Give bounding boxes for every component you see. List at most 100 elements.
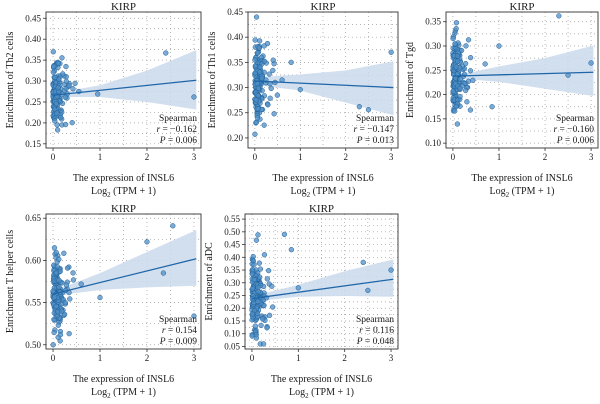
chart-panel-5: KIRP 0 1 2 3 0.05 0.10 0.15 0.20 0.25 0.30 0.35 0.40… (204, 203, 399, 400)
stat-p-symbol: P (556, 136, 563, 146)
y-tick-label: 0.65 (25, 213, 41, 223)
x-tick-label: 0 (250, 353, 255, 363)
data-point (388, 267, 394, 273)
stat-p-value: 0.006 (573, 136, 595, 146)
stat-r: r = 0.154 (162, 326, 197, 336)
y-axis-label: Enrichment of aDC (204, 242, 215, 321)
data-point (482, 61, 488, 67)
data-point (50, 69, 56, 75)
data-point (63, 63, 69, 70)
x-tick-label: 0 (51, 152, 56, 162)
data-point (271, 111, 277, 117)
data-point (252, 323, 258, 329)
data-point (258, 322, 264, 329)
plot-frame (445, 11, 599, 149)
data-point (54, 127, 61, 133)
x-axis-unit-rest: (TPM + 1) (309, 387, 354, 398)
data-point (66, 331, 72, 337)
regression-line (52, 258, 197, 295)
x-axis-unit-label: Log2 (TPM + 1) (291, 186, 356, 199)
y-tick-label: 0.45 (224, 240, 240, 250)
stat-p-eq: = (166, 136, 176, 146)
data-point (265, 102, 271, 108)
data-point (52, 294, 58, 300)
data-point (51, 245, 58, 251)
y-axis-label: Enrichment of Th2 cells (5, 32, 16, 129)
x-tick-label: 1 (98, 152, 103, 162)
y-tick-label: 0.55 (25, 298, 41, 308)
data-point (253, 97, 259, 103)
stat-p: P = 0.006 (556, 136, 595, 146)
x-tick-label: 0 (253, 152, 258, 162)
data-point (255, 288, 261, 295)
stat-p-symbol: P (356, 337, 363, 347)
y-axis-label: Enrichment of Tgd (405, 42, 416, 118)
data-point (588, 60, 594, 66)
data-point (70, 86, 76, 92)
data-point (452, 108, 458, 114)
x-tick-label: 1 (298, 152, 303, 162)
data-point (452, 41, 458, 47)
data-point (454, 121, 461, 127)
data-point (453, 64, 459, 70)
data-point (556, 13, 562, 19)
data-point (463, 43, 469, 49)
data-point (288, 59, 294, 66)
data-point (54, 110, 60, 116)
stat-r: r = −0.147 (353, 125, 394, 135)
data-point (252, 57, 258, 63)
data-point (266, 312, 273, 319)
y-tick-label: 0.15 (25, 139, 41, 149)
data-point (457, 93, 463, 100)
y-axis-label: Enrichment T helper cells (5, 230, 16, 333)
stat-p: P = 0.009 (159, 337, 198, 347)
stat-p-eq: = (563, 136, 573, 146)
data-point (297, 86, 303, 93)
y-tick-label: 0.40 (25, 34, 41, 44)
data-point (50, 49, 56, 55)
regression-line (452, 71, 594, 77)
y-tick-label: 0.35 (227, 57, 243, 67)
data-point (53, 249, 59, 256)
data-point (55, 60, 61, 67)
plot-frame (45, 11, 202, 149)
data-point (95, 91, 101, 97)
data-point (60, 71, 66, 77)
y-tick-label: 0.45 (227, 7, 243, 17)
data-point (256, 38, 263, 44)
data-point (254, 80, 261, 87)
stat-p-eq: = (166, 337, 176, 347)
data-point (56, 284, 62, 290)
stat-method: Spearman (556, 114, 594, 124)
y-tick-label: 0.30 (425, 41, 441, 51)
data-point (252, 70, 258, 76)
data-point (264, 325, 270, 331)
x-axis-unit-sub: 2 (305, 392, 309, 400)
y-tick-label: 0.35 (224, 265, 240, 275)
x-tick-label: 0 (51, 353, 56, 363)
data-point (269, 283, 275, 289)
stat-p: P = 0.048 (356, 337, 395, 347)
scatter-points (50, 223, 197, 348)
stat-r-value: −0.147 (367, 125, 394, 135)
data-point (261, 252, 268, 258)
y-tick-label: 0.60 (25, 255, 41, 265)
x-axis-label: The expression of INSL6 (471, 173, 572, 184)
chart-title: KIRP (111, 1, 136, 13)
x-axis-unit-log: Log (91, 186, 107, 197)
data-point (191, 94, 197, 100)
scatter-points (249, 231, 394, 347)
data-point (265, 267, 272, 274)
stat-p-symbol: P (356, 136, 363, 146)
data-point (268, 85, 274, 92)
stat-r-symbol: r (353, 125, 357, 135)
stat-p-eq: = (363, 337, 373, 347)
x-axis-unit-sub: 2 (307, 191, 311, 199)
x-tick-label: 1 (296, 353, 301, 363)
y-tick-label: 0.30 (227, 83, 243, 93)
data-point (55, 85, 61, 91)
data-point (251, 262, 257, 268)
stat-r-value: 0.154 (176, 326, 198, 336)
stat-r-value: 0.116 (373, 326, 394, 336)
scatter-points (50, 49, 197, 133)
